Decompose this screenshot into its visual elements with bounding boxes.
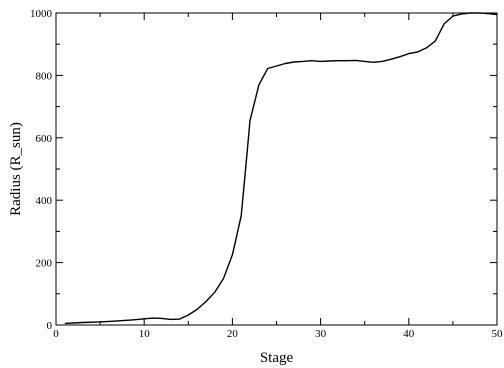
radius-series-line [64, 12, 498, 325]
y-tick-label: 600 [36, 133, 53, 145]
y-tick-label: 1000 [30, 8, 53, 20]
y-tick-label: 0 [47, 320, 53, 332]
y-tick-label: 200 [36, 258, 53, 270]
x-tick-label: 10 [139, 328, 151, 340]
axis-ticks [55, 12, 498, 326]
x-tick-label: 30 [315, 328, 327, 340]
tick-labels: 0 10 20 30 40 50 0 200 400 600 800 1000 [30, 8, 503, 340]
x-tick-label: 0 [53, 328, 59, 340]
y-axis-label: Radius (R_sun) [8, 122, 24, 216]
y-tick-label: 400 [36, 195, 53, 207]
x-axis-label: Stage [260, 350, 294, 366]
x-tick-label: 40 [403, 328, 415, 340]
x-tick-label: 20 [227, 328, 239, 340]
y-tick-label: 800 [36, 70, 53, 82]
x-tick-label: 50 [492, 328, 504, 340]
plot-frame [55, 12, 498, 326]
